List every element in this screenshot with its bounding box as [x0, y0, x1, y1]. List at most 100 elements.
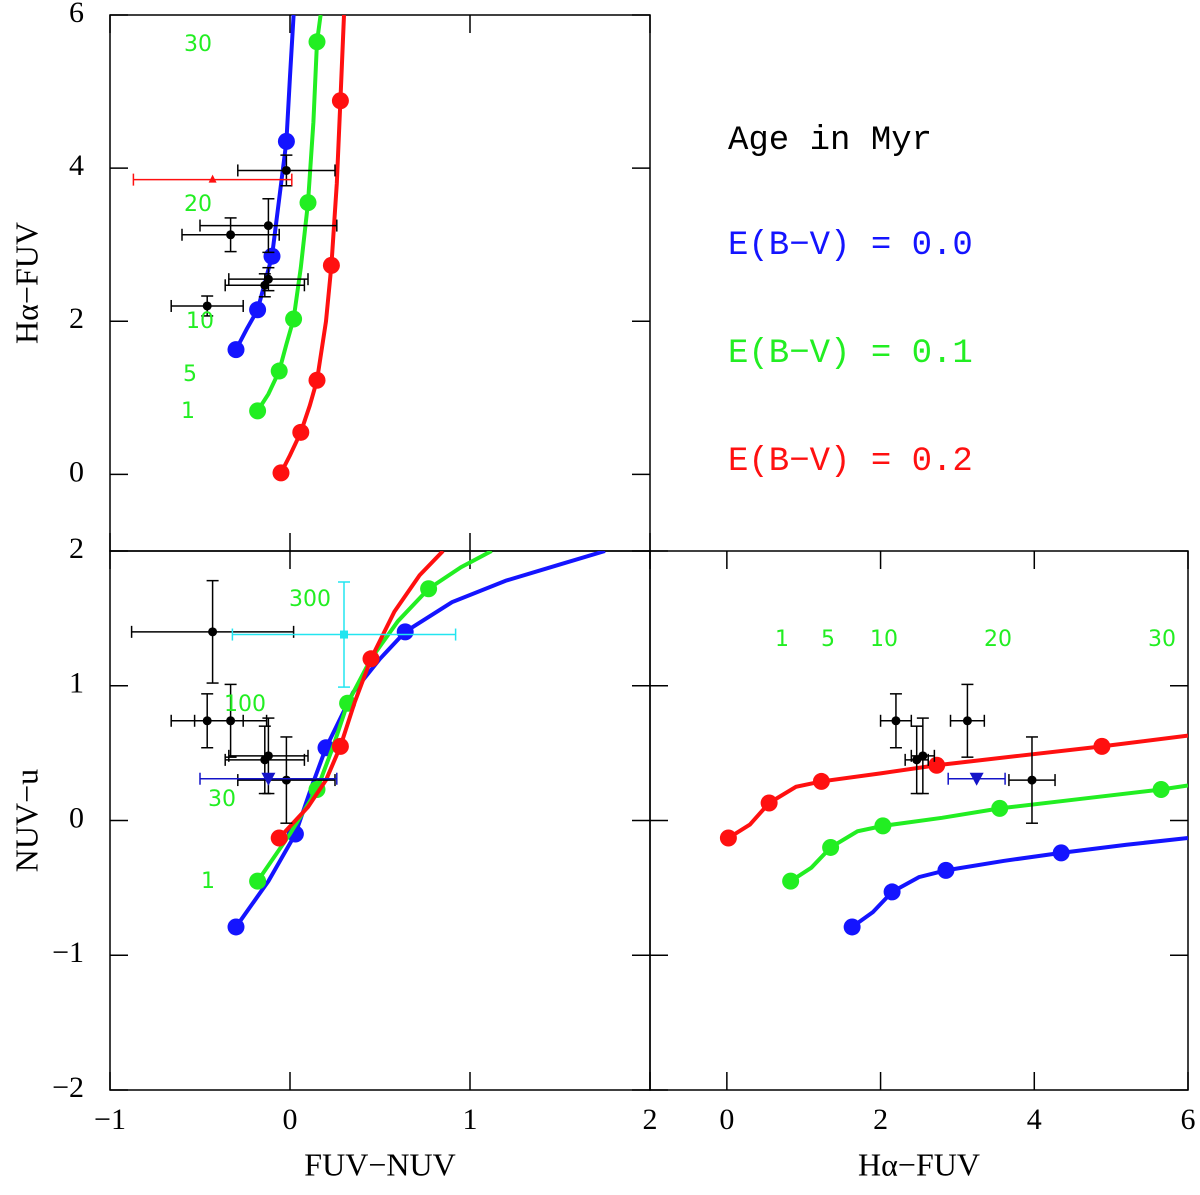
legend-entry: E(B−V) = 0.0 [728, 227, 973, 265]
data-point [281, 775, 291, 785]
model-curve [255, 15, 323, 412]
y-tick-label: −2 [52, 1071, 84, 1104]
model-curve [279, 15, 346, 474]
model-point [299, 194, 317, 212]
x-tick-label: 1 [463, 1103, 478, 1136]
y-axis-label: NUV−u [8, 769, 44, 872]
age-label: 5 [183, 362, 197, 387]
age-label: 100 [224, 692, 266, 717]
x-tick-label: 6 [1181, 1103, 1196, 1136]
data-point [969, 772, 984, 786]
model-curve [727, 733, 1188, 840]
model-point [270, 829, 288, 847]
legend-entry: E(B−V) = 0.1 [728, 335, 973, 373]
model-point [991, 799, 1009, 817]
data-point [208, 174, 217, 183]
data-point [281, 165, 291, 175]
panel: 0 2 4 6 Hα−FUV 1 5 10 20 30 [649, 550, 1196, 1182]
legend-title: Age in Myr [728, 122, 932, 160]
model-point [760, 794, 778, 812]
y-tick-label: 0 [69, 455, 84, 488]
model-point [249, 872, 267, 890]
data-point [226, 230, 236, 240]
plot-area [719, 683, 1188, 936]
data-point [226, 716, 236, 726]
model-point [227, 918, 245, 936]
model-point [1152, 781, 1170, 799]
panel: −1 0 1 2 −2 −1 0 1 2 FUV−NUV NUV−u 300 100 30 1 [8, 532, 657, 1182]
data-point [261, 772, 276, 786]
y-tick-label: 2 [69, 532, 84, 565]
model-point [272, 464, 290, 482]
age-label: 5 [821, 627, 835, 652]
legend-entry: E(B−V) = 0.2 [728, 443, 973, 481]
data-point [202, 301, 212, 311]
data-point [1027, 775, 1037, 785]
model-point [322, 256, 340, 274]
x-axis-label: Hα−FUV [858, 1146, 980, 1182]
model-curve [850, 836, 1188, 929]
model-point [812, 772, 830, 790]
age-label: 30 [208, 787, 236, 812]
y-tick-label: −1 [52, 936, 84, 969]
age-label: 20 [984, 627, 1012, 652]
model-curve [277, 551, 445, 840]
model-point [308, 33, 326, 51]
y-tick-label: 4 [69, 149, 84, 182]
model-point [822, 838, 840, 856]
age-label: 1 [775, 627, 789, 652]
age-label: 1 [181, 399, 195, 424]
plot-area [132, 15, 349, 482]
x-tick-label: −1 [94, 1103, 126, 1136]
panel: 0 2 4 6 Hα−FUV 30 20 10 5 1 [8, 0, 651, 552]
x-axis-label: FUV−NUV [304, 1146, 455, 1182]
model-point [928, 756, 946, 774]
model-curve [234, 15, 296, 351]
y-axis-label: Hα−FUV [8, 222, 44, 344]
data-point [340, 630, 348, 639]
x-tick-label: 0 [283, 1103, 298, 1136]
data-point [912, 755, 922, 765]
y-tick-label: 6 [69, 0, 84, 29]
age-label: 30 [1148, 627, 1176, 652]
model-point [249, 402, 267, 420]
age-label: 300 [289, 587, 331, 612]
x-tick-label: 2 [643, 1103, 658, 1136]
model-point [270, 362, 288, 380]
data-point [208, 627, 218, 637]
model-point [719, 829, 737, 847]
model-point [227, 341, 245, 359]
model-point [277, 132, 295, 150]
plot-area [130, 551, 606, 936]
x-tick-label: 2 [873, 1103, 888, 1136]
model-point [420, 580, 438, 598]
model-point [362, 650, 380, 668]
y-tick-label: 0 [69, 801, 84, 834]
model-curve [789, 783, 1188, 883]
model-point [285, 310, 303, 328]
model-point [263, 247, 281, 265]
model-point [883, 883, 901, 901]
model-point [1052, 844, 1070, 862]
data-point [260, 280, 270, 290]
model-point [249, 301, 267, 319]
age-label: 10 [186, 309, 214, 334]
y-tick-label: 2 [69, 302, 84, 335]
age-label: 30 [184, 32, 212, 57]
age-label: 10 [870, 627, 898, 652]
model-point [782, 872, 800, 890]
model-point [843, 918, 861, 936]
model-point [292, 423, 310, 441]
age-label: 20 [184, 192, 212, 217]
x-tick-label: 0 [719, 1103, 734, 1136]
data-point [263, 221, 273, 231]
age-label: 1 [201, 869, 215, 894]
model-point [396, 623, 414, 641]
model-point [331, 92, 349, 110]
model-point [937, 861, 955, 879]
model-point [874, 817, 892, 835]
frame [109, 14, 651, 552]
data-point [962, 716, 972, 726]
data-point [891, 716, 901, 726]
